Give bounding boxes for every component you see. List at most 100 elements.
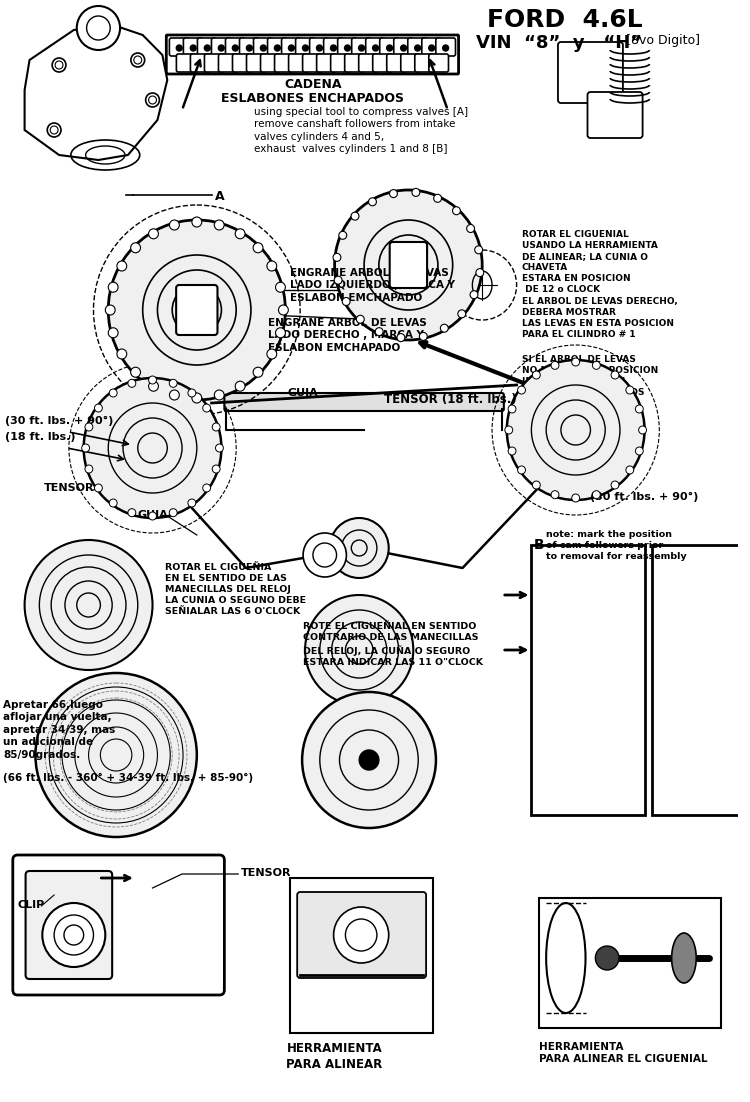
Circle shape [202,404,211,412]
FancyBboxPatch shape [558,42,623,102]
Circle shape [508,406,516,413]
Circle shape [433,194,442,203]
Circle shape [108,220,286,400]
Circle shape [42,903,105,966]
Circle shape [507,360,644,500]
Text: ESLABONES ENCHAPADOS: ESLABONES ENCHAPADOS [221,91,404,105]
Circle shape [76,6,120,50]
FancyBboxPatch shape [197,37,217,56]
Polygon shape [25,25,167,160]
Circle shape [316,45,322,51]
Text: (30 ft. lbs. + 90°): (30 ft. lbs. + 90°) [5,415,113,426]
Circle shape [505,426,513,434]
Circle shape [236,229,245,239]
Circle shape [275,282,286,292]
FancyBboxPatch shape [226,37,245,56]
Bar [532,545,644,815]
Text: VIN  “8”  y   “H”: VIN “8” y “H” [476,34,643,52]
FancyBboxPatch shape [297,892,426,977]
FancyBboxPatch shape [436,37,455,56]
Circle shape [302,45,308,51]
Text: ROTAR EL CIGUEÑIA
EN EL SENTIDO DE LAS
MANECILLAS DEL RELOJ
LA CUNIA O SEGUNO DE: ROTAR EL CIGUEÑIA EN EL SENTIDO DE LAS M… [165,563,307,616]
Circle shape [518,466,526,474]
Circle shape [170,220,179,230]
Text: ROTAR EL CIGUENIAL
USANDO LA HERRAMIENTA
DE ALINEAR; LA CUNIA O
CHAVETA
ESTARA E: ROTAR EL CIGUENIAL USANDO LA HERRAMIENTA… [521,230,677,339]
Circle shape [267,349,277,359]
Bar [652,545,750,815]
Circle shape [305,595,413,705]
Circle shape [572,358,580,366]
Circle shape [47,123,61,137]
FancyBboxPatch shape [429,54,448,72]
FancyBboxPatch shape [387,54,406,72]
Circle shape [94,404,102,412]
Circle shape [110,389,117,397]
Circle shape [105,305,116,315]
Circle shape [204,45,210,51]
Circle shape [232,45,238,51]
Circle shape [170,390,179,400]
Circle shape [176,45,182,51]
Circle shape [611,371,619,379]
Circle shape [397,334,405,342]
Text: (30 ft. lbs. + 90°): (30 ft. lbs. + 90°) [590,491,699,503]
Circle shape [108,282,118,292]
Circle shape [389,190,398,197]
FancyBboxPatch shape [232,54,252,72]
Text: HERRAMIENTA
PARA ALINEAR EL CIGUENIAL: HERRAMIENTA PARA ALINEAR EL CIGUENIAL [539,1042,708,1065]
FancyBboxPatch shape [390,242,427,288]
FancyBboxPatch shape [338,37,357,56]
Circle shape [202,484,211,491]
Circle shape [458,310,466,317]
Circle shape [440,324,448,332]
Circle shape [572,494,580,503]
Circle shape [331,45,337,51]
Circle shape [592,490,600,499]
Circle shape [146,93,160,107]
Circle shape [356,315,364,323]
Text: B: B [533,538,544,552]
Circle shape [35,673,197,838]
FancyBboxPatch shape [366,37,386,56]
Circle shape [130,367,140,377]
FancyBboxPatch shape [239,37,260,56]
Circle shape [128,379,136,387]
Circle shape [334,277,342,284]
Circle shape [626,466,634,474]
Circle shape [375,327,383,336]
Circle shape [267,261,277,271]
FancyBboxPatch shape [13,855,224,995]
Circle shape [236,381,245,391]
FancyBboxPatch shape [400,54,421,72]
Circle shape [192,393,202,403]
FancyBboxPatch shape [289,54,308,72]
FancyBboxPatch shape [415,54,434,72]
Circle shape [94,484,102,491]
Text: Apretar 66,luego
aflojar una vuelta,
apretar 34/39, mas
un adicional de
85/90gra: Apretar 66,luego aflojar una vuelta, apr… [3,700,116,759]
Circle shape [452,207,460,215]
FancyBboxPatch shape [316,54,336,72]
Circle shape [128,509,136,517]
Bar [539,898,722,1028]
Circle shape [592,361,600,369]
Text: SI EL ARBOL DE LEVAS
NO MUESTRA LA POSICION
INDICADA, ROTAR EL
CIGUENIAL 360 GRA: SI EL ARBOL DE LEVAS NO MUESTRA LA POSIC… [521,355,658,398]
Circle shape [110,499,117,507]
FancyBboxPatch shape [268,37,287,56]
FancyBboxPatch shape [373,54,392,72]
FancyBboxPatch shape [274,54,294,72]
Circle shape [190,45,196,51]
Circle shape [532,371,540,379]
Circle shape [508,447,516,455]
Circle shape [212,465,220,473]
FancyBboxPatch shape [170,37,189,56]
Circle shape [254,242,263,252]
Circle shape [639,426,646,434]
Circle shape [215,444,223,452]
Text: [8vo Digito]: [8vo Digito] [626,34,700,47]
Circle shape [330,518,388,579]
Circle shape [635,447,644,455]
Circle shape [429,45,434,51]
Text: using special tool to compress valves [A]
remove canshaft followers from intake
: using special tool to compress valves [A… [254,107,468,154]
Circle shape [218,45,224,51]
FancyBboxPatch shape [296,37,315,56]
